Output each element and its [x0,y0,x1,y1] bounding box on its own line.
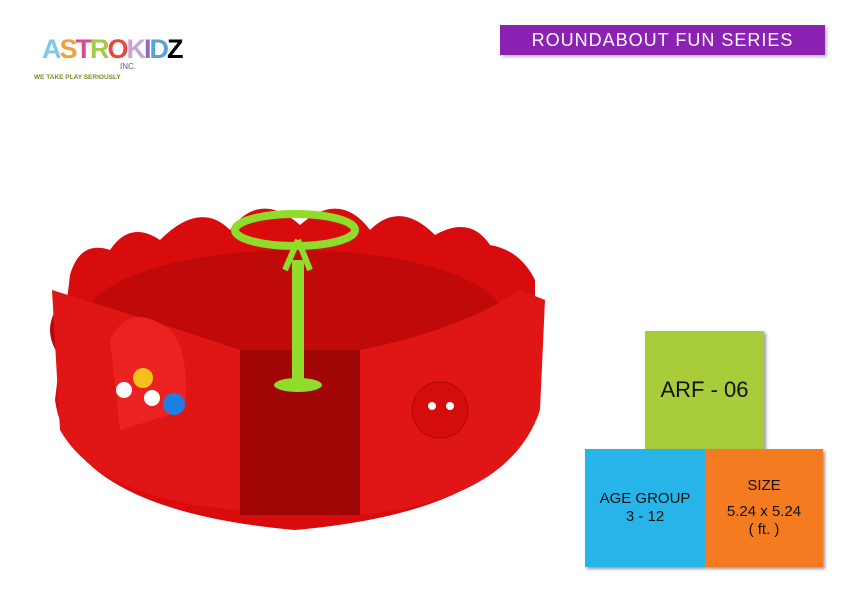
roundabout-product-image [50,208,545,530]
brand-logo: ASTROKIDZ INC. WE TAKE PLAY SERIOUSLY [28,20,183,86]
bear-eye-right [446,402,454,410]
ride-pole-base [274,378,322,392]
product-code-box: ARF - 06 [645,331,764,449]
bear-eye-left [428,402,436,410]
logo-wordmark: ASTROKIDZ [42,34,183,64]
product-code: ARF - 06 [660,377,749,402]
ride-handle-pole [292,260,304,385]
dot-yellow [133,368,153,388]
dot-white [116,382,132,398]
age-group-label: AGE GROUP [599,490,691,507]
size-box: SIZE 5.24 x 5.24 ( ft. ) [705,449,823,567]
size-unit: ( ft. ) [748,521,780,538]
age-group-value: 3 - 12 [625,508,665,525]
dot-blue [163,393,185,415]
size-value: 5.24 x 5.24 [726,503,802,520]
age-group-box: AGE GROUP 3 - 12 [585,449,705,567]
size-label: SIZE [747,477,781,494]
wheel-spokes [282,238,313,272]
dot-white-2 [144,390,160,406]
logo-inc: INC. [120,62,136,71]
logo-tagline: WE TAKE PLAY SERIOUSLY [34,74,121,81]
series-title-banner: ROUNDABOUT FUN SERIES [500,25,825,55]
bear-face [411,381,469,439]
